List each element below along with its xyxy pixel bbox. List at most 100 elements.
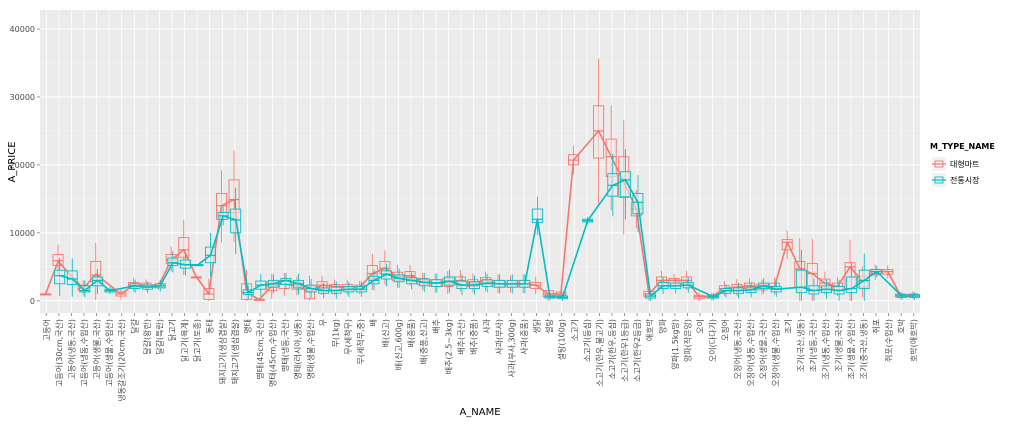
x-tick-label: 조기(중국산,냉동) <box>858 319 868 379</box>
x-tick-label: 쥐포 <box>871 319 881 334</box>
series-2 <box>54 149 920 301</box>
x-tick-label: 오징어(냉동,국산) <box>733 319 743 379</box>
x-tick-label: 명태(생물,수입산) <box>305 319 315 379</box>
x-tick-label: 설탕(100g) <box>557 319 567 360</box>
x-tick-label: 조기(생물,수입산) <box>846 319 856 379</box>
x-tick-label: 호박(애호박) <box>909 319 919 362</box>
legend-label: 전통시장 <box>950 175 980 185</box>
x-tick-label: 냉동갈조기(20cm,국산) <box>117 319 127 402</box>
legend-key-2 <box>932 173 946 187</box>
legend-title: M_TYPE_NAME <box>930 142 995 151</box>
x-tick-label: 소고기(한우2등급) <box>633 319 642 382</box>
x-tick-label: 설탕 <box>544 318 554 333</box>
x-tick-label: 쥐포(수입산) <box>884 319 894 362</box>
x-tick-label: 생닭 <box>532 318 542 333</box>
box <box>228 179 240 213</box>
x-tick-label: 무(1kg) <box>331 319 340 347</box>
x-tick-label: 명태(냉동,국산) <box>280 319 290 372</box>
y-axis-title: A_PRICE <box>7 141 18 182</box>
x-tick-label: 소고기(한우,불고기) <box>594 319 604 387</box>
x-tick-label: 오이(다다기) <box>708 319 718 362</box>
x-tick-label: 명태(45cm,수입산) <box>268 319 278 387</box>
x-tick-label: 돼지고기(생삼겹살) <box>217 319 227 384</box>
box <box>52 254 64 266</box>
x-tick-label: 명태(45cm,국산) <box>255 319 265 380</box>
x-tick-label: 사과 <box>482 318 491 333</box>
x-tick-label: 닭고기(육계) <box>180 319 190 362</box>
y-tick-label: 20000 <box>10 161 35 170</box>
x-tick-label: 오징어 <box>720 319 730 341</box>
legend-label: 대형마트 <box>950 160 979 169</box>
x-tick-label: 배 <box>369 319 378 326</box>
x-tick-label: 무(세척무) <box>344 319 353 355</box>
x-tick-label: 양파 <box>658 318 667 333</box>
x-tick-label: 고등어(생물,수입산) <box>104 319 114 387</box>
x-tick-label: 배(신고,600g) <box>394 319 403 370</box>
x-tick-label: 동태 <box>206 319 215 334</box>
x-tick-label: 배(중품,신고) <box>419 319 428 365</box>
x-tick-label: 사과(부사) <box>495 319 504 355</box>
x-tick-label: 오징어(생물,국산) <box>758 319 768 379</box>
x-tick-label: 애호박 <box>645 318 655 341</box>
x-tick-label: 양파(1.5kg망) <box>670 319 680 370</box>
legend-key-box <box>934 160 944 168</box>
x-tick-label: 무(세척무,중) <box>357 319 366 365</box>
box <box>795 269 807 294</box>
x-tick-label: 소고기(한우1등급) <box>621 319 630 382</box>
x-tick-label: 달걀 <box>129 318 139 333</box>
box <box>858 269 870 289</box>
x-tick-label: 고등어 <box>41 319 51 341</box>
box <box>79 285 91 293</box>
x-tick-label: 조기(생물,국산) <box>833 319 843 372</box>
x-tick-label: 조기(냉동,국산) <box>808 319 818 372</box>
box <box>619 171 631 198</box>
x-tick-label: 사과(부사,300g) <box>507 319 516 378</box>
x-tick-label: 무 <box>319 319 328 326</box>
x-tick-label: 고등어(냉동,수입산) <box>79 319 89 387</box>
series-layer <box>40 58 920 301</box>
x-tick-label: 소고기(등심) <box>582 319 592 362</box>
x-tick-label: 명태(러시아,냉동) <box>293 319 303 379</box>
x-tick-label: 조기(국산,냉동) <box>796 319 806 372</box>
x-tick-label: 고등어(30cm,국산) <box>54 319 64 387</box>
x-tick-label: 배추(국산) <box>456 319 466 355</box>
x-tick-label: 조기(냉동,수입산) <box>821 319 831 379</box>
x-tick-label: 양파(작은망) <box>682 319 692 362</box>
x-tick-label: 돼지고기(생삼겹살) <box>230 319 240 384</box>
x-tick-label: 조기 <box>784 319 793 334</box>
y-tick-label: 40000 <box>10 25 35 34</box>
y-axis-ticks: 0 10000 20000 30000 40000 <box>10 25 40 306</box>
box <box>846 276 858 294</box>
x-tick-label: 닭고기 <box>167 319 177 341</box>
box <box>167 257 179 266</box>
legend-key-1 <box>932 157 946 171</box>
x-tick-label: 오이 <box>695 319 705 334</box>
x-tick-label: 배(중품) <box>407 319 416 347</box>
x-tick-label: 고등어(냉동,국산) <box>66 319 76 379</box>
x-tick-label: 소고기(한우,등심) <box>607 319 617 379</box>
x-tick-label: 고등어(생물,국산) <box>92 319 102 379</box>
x-tick-label: 배(신고) <box>382 319 391 347</box>
x-tick-label: 배추 <box>432 319 441 334</box>
x-tick-label: 닭고기(토종) <box>192 319 202 362</box>
x-tick-label: 배추(중품) <box>470 319 479 355</box>
mean-line <box>59 179 915 299</box>
x-tick-label: 명태 <box>242 319 252 334</box>
y-tick-label: 10000 <box>10 229 35 238</box>
box <box>178 237 190 258</box>
x-tick-label: 오징어(생물,수입산) <box>770 319 780 387</box>
x-tick-label: 호박 <box>896 318 906 333</box>
x-tick-label: 달걀(왕란) <box>142 319 152 355</box>
y-tick-label: 0 <box>30 297 35 306</box>
y-tick-label: 30000 <box>10 93 35 102</box>
x-tick-label: 오징어(냉동,수입산) <box>745 319 755 387</box>
x-tick-label: 소고기 <box>570 319 579 341</box>
x-axis-title: A_NAME <box>459 407 500 418</box>
x-tick-label: 사과(중품) <box>520 319 529 355</box>
x-tick-label: 배추(2.5~3kg) <box>445 319 454 374</box>
x-axis-ticks: 고등어 고등어(30cm,국산) 고등어(냉동,국산) 고등어(냉동,수입산) 고등어(… <box>41 313 919 402</box>
legend-key-box <box>934 176 944 184</box>
x-tick-label: 달걀(특란) <box>154 319 164 355</box>
